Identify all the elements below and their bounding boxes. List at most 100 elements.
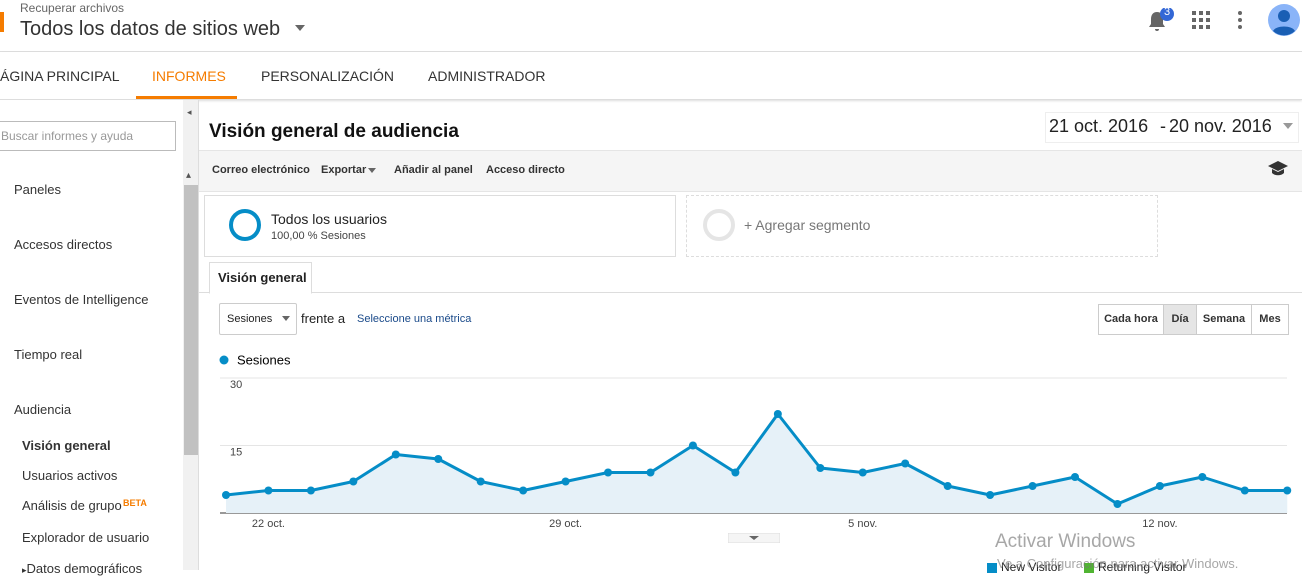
segment-detail: 100,00 % Sesiones — [271, 230, 366, 242]
scroll-up[interactable]: ▴ — [186, 170, 192, 181]
toolbar-button[interactable]: Acceso directo — [486, 164, 565, 176]
notification-count: 3 — [1163, 6, 1171, 18]
toolbar-button[interactable]: Exportar — [321, 164, 367, 176]
academy-icon[interactable] — [1267, 160, 1289, 176]
sidebar-section[interactable]: Paneles — [14, 182, 61, 197]
sidebar-section[interactable]: Tiempo real — [14, 347, 83, 362]
legend-label: Sesiones — [237, 352, 291, 367]
toolbar — [199, 150, 1302, 192]
point — [816, 464, 825, 472]
collapse-arrow[interactable]: ◂ — [187, 107, 192, 117]
sidebar — [0, 100, 199, 570]
add-segment[interactable]: + Agregar segmento — [744, 217, 871, 233]
x-tick-label: 29 oct. — [549, 518, 582, 530]
point — [349, 477, 358, 486]
sidebar-item[interactable]: Análisis de grupo — [22, 498, 122, 513]
search-placeholder: Buscar informes y ayuda — [1, 129, 134, 143]
point — [1155, 482, 1164, 490]
avatar[interactable] — [1268, 4, 1300, 36]
watermark-title: Activar Windows — [995, 531, 1136, 552]
caret — [282, 316, 290, 321]
metric-label: Sesiones — [227, 313, 273, 325]
chart-expander[interactable] — [728, 533, 780, 543]
point — [986, 491, 995, 499]
point — [264, 486, 273, 495]
point — [1071, 473, 1079, 481]
toolbar-button[interactable]: Añadir al panel — [394, 164, 473, 176]
caret — [295, 25, 305, 31]
date-range[interactable] — [1045, 112, 1299, 143]
point — [688, 441, 697, 450]
point — [519, 486, 528, 495]
empty-ring — [703, 209, 735, 241]
point — [222, 491, 230, 499]
point — [943, 482, 952, 490]
area — [226, 414, 1288, 513]
point — [1240, 486, 1249, 495]
date-start: 21 oct. 2016 — [1049, 116, 1149, 136]
versus-label: frente a — [301, 311, 346, 326]
segment-name: Todos los usuarios — [271, 211, 387, 227]
sidebar-item[interactable]: Explorador de usuario — [22, 530, 150, 545]
point — [306, 486, 315, 495]
point — [1113, 500, 1122, 508]
report-tab[interactable] — [209, 262, 312, 294]
point — [391, 450, 400, 459]
sidebar-section[interactable]: Accesos directos — [14, 237, 113, 252]
notifications[interactable] — [1146, 8, 1176, 34]
point — [476, 477, 485, 486]
nav-tab-active[interactable]: INFORMES — [152, 68, 226, 84]
x-tick-label: 22 oct. — [252, 518, 285, 530]
point — [1028, 482, 1037, 490]
date-separator: - — [1160, 116, 1166, 136]
tab-rule — [199, 292, 1302, 293]
nav-tab[interactable]: ADMINISTRADOR — [428, 68, 546, 84]
metric-dropdown[interactable] — [219, 303, 297, 335]
legend-swatch — [987, 563, 997, 573]
sidebar-section[interactable]: Audiencia — [14, 402, 72, 417]
watermark-subtitle: Ve a Configuración para activar Windows. — [997, 556, 1239, 571]
sidebar-item-active[interactable]: Visión general — [22, 438, 111, 453]
granularity-button[interactable]: Mes — [1251, 304, 1289, 335]
app-header — [0, 0, 1302, 52]
caret — [368, 168, 376, 173]
point — [901, 459, 910, 468]
nav-tab[interactable]: ÁGINA PRINCIPAL — [0, 68, 120, 84]
segment-ring — [229, 209, 261, 241]
granularity-button[interactable]: Cada hora — [1098, 304, 1164, 335]
caret — [1283, 123, 1293, 129]
search-box[interactable] — [0, 121, 176, 151]
point — [646, 468, 655, 477]
beta-badge: BETA — [123, 498, 147, 508]
point — [1283, 486, 1292, 495]
legend-marker — [219, 355, 229, 365]
x-tick-label: 5 nov. — [848, 518, 877, 530]
apps[interactable] — [1192, 11, 1210, 29]
point — [604, 468, 613, 477]
active-indicator — [136, 96, 237, 99]
point — [858, 468, 867, 477]
select-metric[interactable]: Seleccione una métrica — [357, 313, 472, 325]
sidebar-item[interactable]: Usuarios activos — [22, 468, 118, 483]
nav-bar — [0, 52, 1302, 100]
nav-tab[interactable]: PERSONALIZACIÓN — [261, 68, 395, 84]
point — [731, 468, 740, 477]
property-selector[interactable]: Todos los datos de sitios web — [20, 18, 281, 40]
scroll-thumb[interactable] — [184, 185, 198, 455]
segment-card[interactable] — [204, 195, 676, 257]
more-menu[interactable] — [1236, 11, 1244, 29]
point — [773, 410, 782, 418]
report-title: Visión general de audiencia — [209, 121, 459, 142]
line — [225, 412, 1288, 506]
logo — [0, 12, 4, 32]
toolbar-button[interactable]: Correo electrónico — [212, 164, 310, 176]
breadcrumb[interactable]: Recuperar archivos — [20, 1, 125, 15]
point — [1198, 473, 1207, 481]
y-tick-label: 30 — [230, 379, 242, 391]
point — [561, 477, 570, 486]
legend-swatch — [1084, 563, 1094, 573]
sidebar-section[interactable]: Eventos de Intelligence — [14, 292, 149, 307]
add-segment-card[interactable] — [686, 195, 1158, 257]
